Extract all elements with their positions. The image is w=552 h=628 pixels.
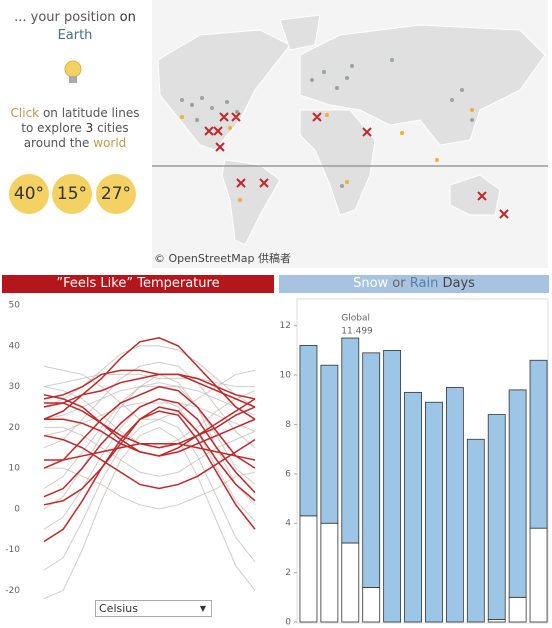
dropdown-arrow: ▼ [199, 604, 206, 613]
temperature-line [44, 467, 256, 510]
bar-segment [445, 387, 464, 623]
latitude-button[interactable]: 15° [52, 174, 92, 214]
land [157, 14, 546, 246]
intro-line: ... your position [14, 10, 116, 25]
y-tick-label: 10 [9, 464, 21, 474]
temperature-line [44, 402, 256, 449]
temperature-line [44, 418, 256, 457]
temperature-line [43, 365, 256, 420]
line-chart: 50 40 30 20 10 0 -10 -20 [5, 301, 256, 600]
y-tick-label: 40 [9, 341, 21, 351]
bar-chart-title: Snow or Rain Days [279, 275, 549, 293]
bar-chart: 0 2 4 6 8 10 12 Global 11.499 [280, 298, 549, 628]
line-chart-title: ”Feels Like” Temperature [2, 275, 274, 293]
bar-segment [362, 587, 381, 623]
y-tick-label: 30 [9, 382, 21, 392]
title-word: Rain [409, 276, 439, 291]
y-tick-label: 12 [280, 321, 291, 331]
intro: ... your position on Earth [0, 10, 150, 47]
title-word: or [392, 276, 406, 291]
y-tick-label: 8 [285, 420, 291, 430]
instruction-text: around the [23, 136, 90, 150]
temperature-line [43, 410, 256, 543]
temperature-line [43, 426, 256, 600]
temperature-line [43, 406, 256, 506]
title-word: Snow [353, 276, 389, 291]
bar-segment [466, 438, 485, 623]
bar-segment [341, 337, 360, 544]
lightbulb-icon [64, 60, 82, 83]
instruction-text: to explore [21, 121, 82, 135]
intro-earth: Earth [57, 28, 93, 43]
temperature-line [43, 386, 256, 449]
city-count: 3 [85, 121, 94, 135]
map[interactable]: © OpenStreetMap 供稿者 [152, 0, 548, 268]
temperature-line [43, 434, 256, 490]
y-tick-label: 10 [280, 371, 292, 381]
greenland [279, 14, 321, 51]
y-tick-label: 2 [285, 568, 291, 578]
temperature-line [44, 426, 256, 477]
y-tick-label: -20 [5, 586, 20, 596]
bar-segment [299, 345, 318, 517]
annotation-value: 11.499 [341, 327, 373, 337]
bar-segment [320, 364, 339, 524]
eurasia [299, 24, 546, 146]
y-tick-label: 0 [285, 618, 291, 628]
intro-on: on [119, 10, 136, 25]
temperature-line [43, 361, 256, 449]
temperature-line [44, 442, 256, 461]
instruction: Click on latitude lines to explore 3 cit… [0, 106, 150, 151]
unit-dropdown[interactable]: Celsius ▼ [95, 600, 212, 617]
y-tick-label: -10 [5, 545, 20, 555]
bar-segment [425, 401, 443, 623]
click-word: Click [10, 106, 40, 120]
temperature-line [43, 373, 256, 510]
bar-segment [487, 414, 506, 620]
bar-segment [299, 515, 318, 623]
temperature-line [43, 373, 256, 408]
bar-segment [529, 359, 548, 529]
temperature-line [43, 382, 256, 489]
y-tick-label: 50 [9, 301, 21, 311]
instruction-text: cities [97, 121, 129, 135]
annotation-label: Global [341, 314, 370, 324]
bar-segment [508, 389, 527, 598]
city-markers [204, 112, 509, 219]
map-credit: © OpenStreetMap 供稿者 [154, 251, 291, 265]
bar-segment [362, 352, 381, 588]
y-tick-label: 20 [9, 423, 21, 433]
city-dots [180, 58, 474, 188]
city-dots-highlight [180, 108, 474, 202]
temperature-line [43, 385, 256, 469]
y-tick-label: 0 [14, 504, 20, 514]
temperature-line [43, 418, 256, 571]
instruction-text: on latitude lines [42, 106, 140, 120]
bar-segment [404, 391, 422, 623]
y-tick-label: 4 [285, 519, 291, 529]
bulb-base [69, 76, 77, 83]
temperature-line [43, 386, 256, 420]
bar-segment [320, 522, 339, 623]
bar-segment [341, 542, 360, 623]
temperature-line [43, 336, 256, 420]
temperature-line [43, 369, 256, 400]
latitude-button[interactable]: 27° [96, 174, 136, 214]
title-word: Days [442, 276, 475, 291]
latitude-button[interactable]: 40° [9, 174, 49, 214]
bar-segment [508, 596, 527, 623]
africa [299, 109, 376, 216]
bar-segment [529, 527, 548, 623]
australia [449, 174, 501, 216]
dropdown-value: Celsius [99, 602, 138, 615]
world-word: world [93, 136, 127, 150]
y-tick-label: 6 [285, 469, 291, 479]
bar-segment [383, 349, 402, 623]
plot-frame [296, 298, 549, 624]
